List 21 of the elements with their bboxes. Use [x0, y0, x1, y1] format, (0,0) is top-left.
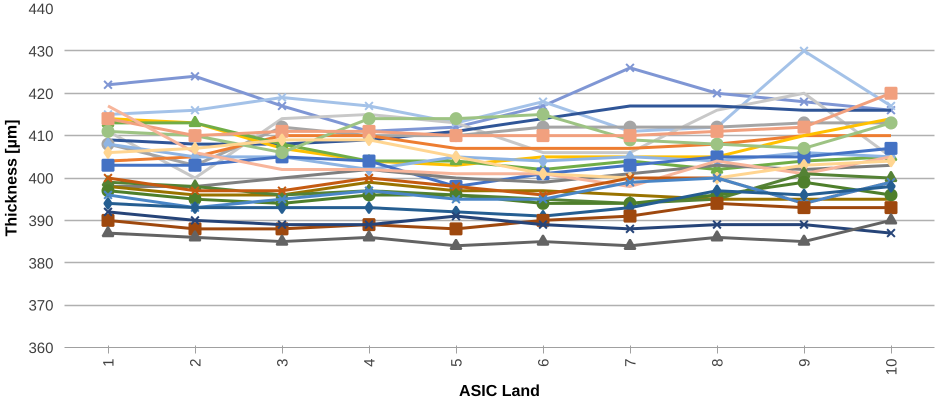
y-tick-label: 440	[28, 1, 54, 18]
x-tick-label: 10	[884, 358, 900, 376]
x-tick-label: 2	[188, 358, 204, 367]
x-tick-label: 6	[536, 358, 552, 367]
y-tick-label: 400	[28, 170, 54, 188]
y-tick-label: 390	[28, 212, 54, 230]
y-axis-title: Thickness [µm]	[3, 120, 20, 236]
x-tick-label: 3	[274, 358, 292, 367]
x-axis-title: ASIC Land	[459, 383, 540, 400]
x-tick-label: 4	[362, 358, 378, 367]
y-tick-label: 380	[28, 255, 54, 272]
x-tick-label: 7	[622, 358, 640, 367]
x-tick-label: 1	[100, 358, 118, 367]
y-tick-label: 370	[28, 298, 54, 315]
x-tick-label: 5	[448, 358, 466, 367]
y-tick-label: 430	[28, 43, 54, 60]
x-tick-label: 9	[796, 358, 814, 367]
y-tick-label: 410	[28, 128, 54, 146]
x-tick-label: 8	[710, 358, 726, 367]
y-tick-label: 420	[28, 86, 54, 103]
y-tick-label: 360	[28, 340, 54, 357]
